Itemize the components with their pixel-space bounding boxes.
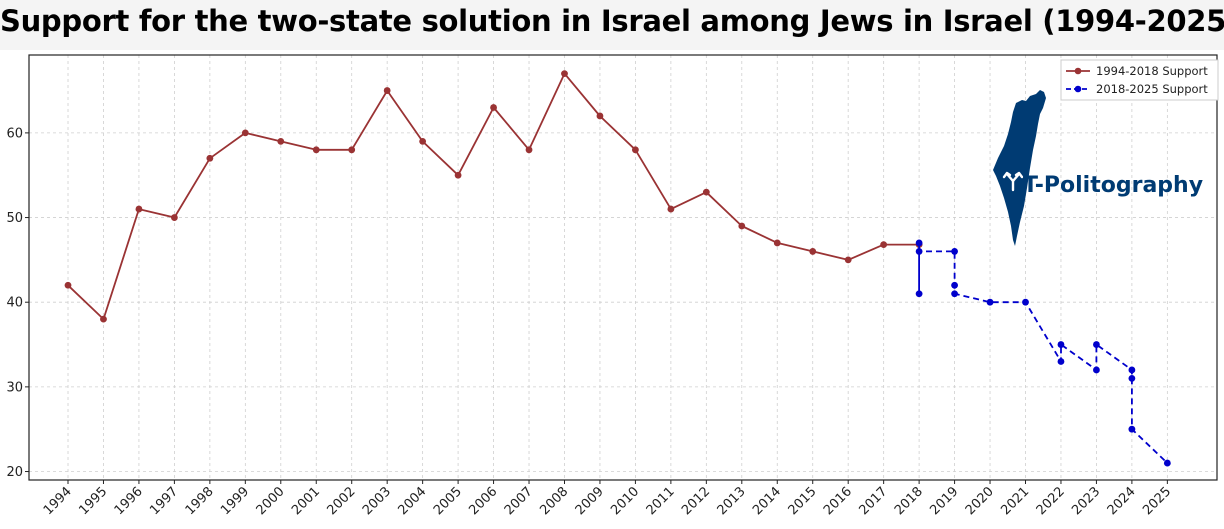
series-1-point (632, 146, 639, 154)
x-tick-label: 1996 (112, 484, 146, 518)
series-1-point (525, 146, 533, 154)
legend-swatch-marker-1 (1074, 67, 1082, 75)
x-tick-label: 2000 (254, 484, 288, 518)
series-1-point (490, 104, 497, 111)
series-1-point (773, 239, 781, 247)
series-1-point (561, 70, 568, 78)
series-1-point (596, 112, 604, 120)
series-2-point (951, 290, 958, 298)
x-tick-label: 2025 (1140, 484, 1174, 518)
series-1-point (702, 188, 710, 196)
series-1-point (206, 154, 214, 162)
series-1-point (312, 146, 320, 154)
x-tick-label: 2010 (608, 484, 642, 518)
x-tick-label: 2017 (856, 484, 890, 518)
logo-text: T-Politography (1023, 173, 1203, 198)
x-tick-label: 2002 (325, 484, 359, 518)
series-layer (64, 70, 1171, 467)
series-1-point (844, 256, 852, 264)
ticks-layer: 1994 1995 1996 1997 1998 1999 2000 2001 2002 2003… (6, 126, 1174, 518)
israel-map-icon (993, 90, 1046, 246)
series-1-point (419, 137, 427, 145)
x-tick-label: 1994 (41, 484, 75, 518)
legend-box (1060, 59, 1219, 101)
y-tick-label: 60 (6, 126, 23, 141)
x-tick-label: 2023 (1069, 484, 1103, 518)
x-tick-label: 2020 (963, 484, 997, 518)
x-tick-label: 2014 (750, 484, 784, 518)
series-1-point (277, 137, 285, 145)
x-tick-label: 2005 (431, 484, 465, 518)
series-2-point (915, 290, 923, 298)
x-tick-label: 2006 (466, 484, 500, 518)
x-tick-label: 1997 (147, 484, 181, 518)
series-2-point (1057, 358, 1065, 365)
x-tick-label: 2012 (679, 484, 713, 518)
series-1-point (738, 222, 746, 230)
series-1-point (100, 315, 107, 323)
series-2-point (1128, 366, 1136, 374)
series-2-point (1093, 366, 1100, 374)
split-arrow-icon (1002, 171, 1024, 192)
series-1-point (454, 171, 462, 179)
series-2-point (986, 298, 994, 306)
title-bar (0, 0, 1224, 50)
x-tick-label: 2008 (537, 484, 571, 518)
x-tick-label: 2016 (821, 484, 855, 518)
x-tick-label: 2001 (289, 484, 323, 518)
x-tick-label: 2007 (502, 484, 536, 518)
y-tick-label: 30 (6, 380, 23, 395)
legend-swatch-marker-2 (1074, 85, 1082, 93)
x-tick-label: 2009 (573, 484, 607, 518)
x-tick-label: 2013 (715, 484, 749, 518)
y-tick-label: 20 (6, 465, 23, 480)
series-1-point (241, 129, 249, 137)
y-tick-label: 40 (6, 296, 23, 311)
series-1-point (809, 248, 817, 255)
series-2-point (1163, 459, 1171, 467)
series-1-point (64, 281, 72, 289)
series-2-point (951, 281, 958, 289)
series-2-point (1057, 341, 1065, 348)
series-2-line (918, 242, 1169, 464)
series-1-point (135, 205, 143, 213)
x-tick-label: 2015 (786, 484, 820, 518)
y-tick-label: 50 (6, 211, 23, 226)
x-tick-label: 1999 (218, 484, 252, 518)
series-1-point (348, 146, 356, 154)
series-2-point (915, 248, 923, 255)
series-2-point (1128, 375, 1136, 382)
x-tick-label: 2004 (395, 484, 429, 518)
x-tick-label: 2011 (644, 484, 678, 518)
axes-layer (28, 54, 1218, 481)
plot-frame (28, 54, 1218, 481)
x-tick-label: 2021 (998, 484, 1032, 518)
series-1-point (667, 205, 675, 213)
legend: 1994-2018 Support 2018-2025 Support (1060, 59, 1219, 101)
x-tick-label: 2019 (927, 484, 961, 518)
series-2-point (1093, 341, 1100, 348)
x-tick-label: 1995 (76, 484, 110, 518)
series-1-point (170, 214, 178, 221)
series-2-point (1022, 298, 1029, 306)
x-tick-label: 2018 (892, 484, 926, 518)
legend-label-2: 2018-2025 Support (1096, 82, 1208, 96)
x-tick-label: 2003 (360, 484, 394, 518)
series-1-point (880, 241, 888, 249)
series-2-point (915, 239, 923, 247)
chart-title: Support for the two-state solution in Is… (0, 4, 1224, 38)
series-2-point (951, 248, 958, 255)
series-2-point (1128, 425, 1136, 433)
x-tick-label: 2024 (1105, 484, 1139, 518)
x-tick-label: 2022 (1034, 484, 1068, 518)
legend-label-1: 1994-2018 Support (1096, 64, 1208, 78)
brand-logo: T-Politography (993, 90, 1203, 246)
x-tick-label: 1998 (183, 484, 217, 518)
series-1-point (383, 87, 391, 94)
